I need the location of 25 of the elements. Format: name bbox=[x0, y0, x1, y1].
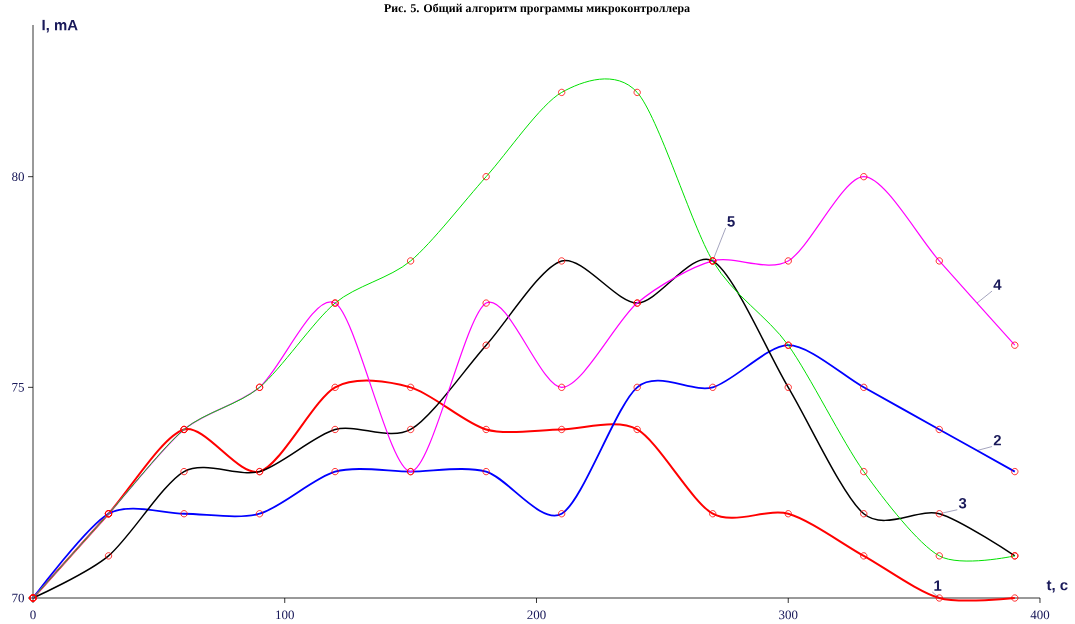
point bbox=[407, 383, 415, 391]
x-tick-label: 300 bbox=[779, 610, 798, 620]
point bbox=[558, 425, 566, 434]
point bbox=[482, 425, 490, 434]
point bbox=[1011, 594, 1019, 602]
point bbox=[860, 552, 868, 560]
series-label: 4 bbox=[993, 279, 1002, 290]
point bbox=[709, 510, 717, 518]
y-axis-title: I, mA bbox=[42, 19, 78, 33]
point bbox=[633, 425, 641, 434]
x-tick-label: 0 bbox=[30, 610, 36, 620]
x-tick-label: 100 bbox=[276, 610, 294, 620]
y-tick-label: 70 bbox=[12, 593, 25, 603]
series-label: 5 bbox=[727, 216, 735, 227]
series-label: 3 bbox=[958, 497, 967, 509]
y-tick-label: 75 bbox=[12, 383, 24, 392]
y-tick-label: 80 bbox=[12, 172, 25, 182]
series-label: 2 bbox=[993, 434, 1001, 446]
chart-title: Рис. 5. Общий алгоритм программы микроконтроллера bbox=[384, 3, 690, 15]
series-label: 1 bbox=[934, 580, 942, 591]
x-tick-label: 400 bbox=[1030, 610, 1050, 620]
point bbox=[784, 510, 792, 518]
point bbox=[331, 383, 339, 391]
x-tick-label: 200 bbox=[527, 610, 546, 620]
x-axis-title: t, c bbox=[1046, 580, 1068, 593]
